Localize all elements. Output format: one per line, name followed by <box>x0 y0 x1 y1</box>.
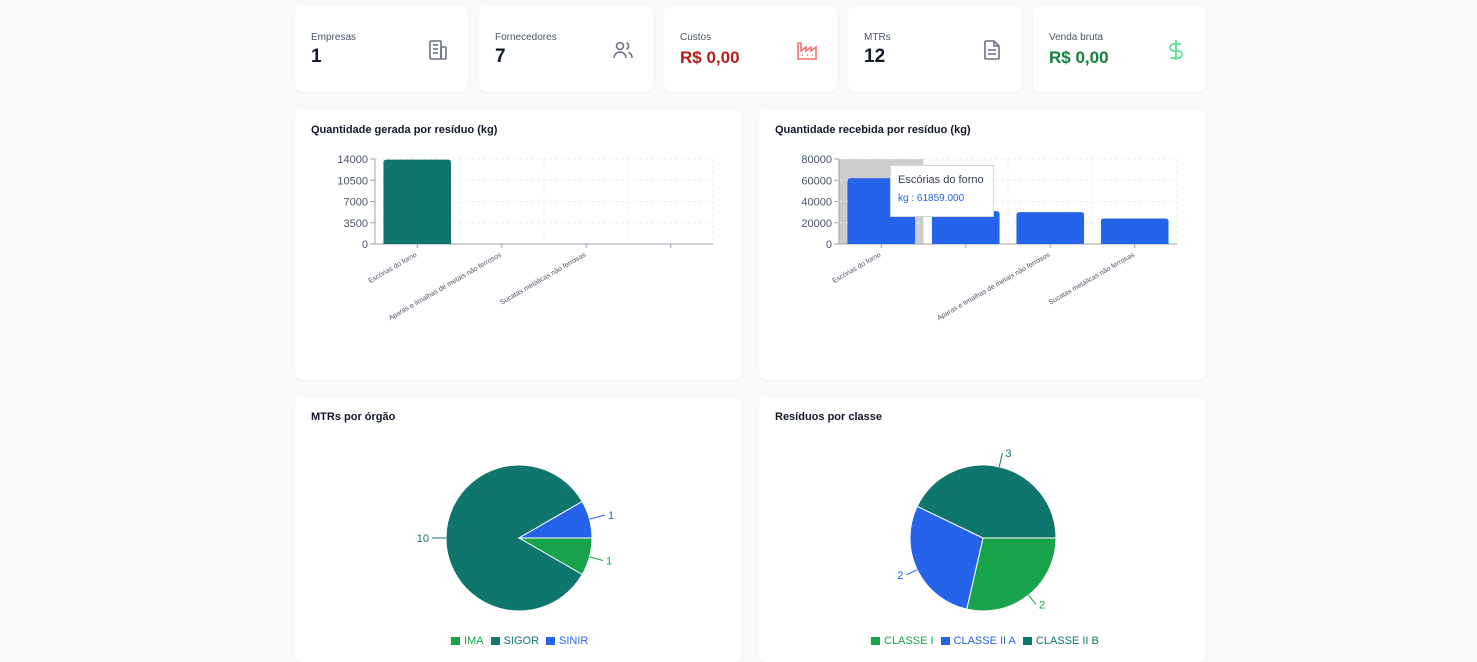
pie-legend: IMA SIGOR SINIR <box>451 635 588 647</box>
stat-label: Venda bruta <box>1049 32 1103 43</box>
legend-item[interactable]: CLASSE I <box>871 635 934 647</box>
x-tick-label: Aparas e limalhas de metais não ferrosos <box>936 251 1051 322</box>
y-tick-label: 3500 <box>344 218 368 230</box>
pie-legend: CLASSE I CLASSE II A CLASSE II B <box>871 635 1099 647</box>
pie-slice <box>966 537 1057 612</box>
legend-swatch <box>871 637 880 645</box>
pie-label-line <box>1028 594 1037 605</box>
x-tick-label: Escórias do forno <box>368 252 419 285</box>
x-tick-label: Sucatas metálicas não ferrosas <box>499 251 588 306</box>
y-tick-label: 7000 <box>344 197 368 209</box>
legend-label: SINIR <box>559 635 589 647</box>
legend-swatch <box>490 637 500 645</box>
bar <box>1016 212 1085 244</box>
stat-card-venda-bruta: Venda bruta R$ 0,00 <box>1033 6 1206 92</box>
y-tick-label: 20000 <box>801 218 832 230</box>
legend-item[interactable]: SIGOR <box>490 635 540 647</box>
mtrs-chart-card: MTRs por órgão 1 10 1 IMA SIGOR SINIR <box>295 397 742 662</box>
stat-label: MTRs <box>864 32 891 43</box>
pie-label-line <box>998 453 1003 467</box>
pie-label: 1 <box>608 510 614 522</box>
pie-label-line <box>589 514 606 520</box>
pie-slice <box>909 505 984 610</box>
pie-label: 2 <box>897 570 903 582</box>
legend-item[interactable]: SINIR <box>546 635 588 647</box>
users-icon <box>613 41 633 59</box>
chart-title: Quantidade recebida por resíduo (kg) <box>775 124 971 136</box>
tooltip-value: kg : 61859.000 <box>898 193 965 204</box>
stat-value: R$ 0,00 <box>680 48 740 67</box>
y-tick-label: 40000 <box>801 197 832 209</box>
legend-swatch <box>546 637 556 645</box>
legend-label: SIGOR <box>503 635 540 647</box>
legend-swatch <box>451 637 460 645</box>
file-text-icon <box>984 40 1000 60</box>
received-chart-card: Quantidade recebida por resíduo (kg) 0 20… <box>759 110 1206 380</box>
y-tick-label: 10500 <box>337 175 368 187</box>
chart-title: Resíduos por classe <box>775 411 882 423</box>
stat-card-custos: Custos R$ 0,00 <box>664 6 837 92</box>
legend-label: CLASSE II B <box>1035 635 1099 647</box>
y-tick-label: 0 <box>826 239 832 251</box>
stat-value: 7 <box>495 46 506 67</box>
building-icon <box>429 40 447 60</box>
legend-item[interactable]: CLASSE II A <box>940 635 1016 647</box>
legend-swatch <box>1022 637 1032 645</box>
x-tick-label: Escórias do forno <box>832 252 883 285</box>
pie-label-line <box>589 556 604 562</box>
received-bar-chart: 0 20000 40000 60000 80000 Escórias do forno Ap… <box>801 154 1178 322</box>
stat-card-empresas: Empresas 1 <box>295 6 468 92</box>
stat-value: 1 <box>311 46 322 67</box>
y-tick-label: 60000 <box>801 175 832 187</box>
pie-label-line <box>906 569 918 576</box>
legend-label: IMA <box>464 635 484 647</box>
stat-value: 12 <box>864 46 886 67</box>
chart-title: Quantidade gerada por resíduo (kg) <box>311 124 498 136</box>
stat-label: Empresas <box>311 32 357 43</box>
generated-chart-card: Quantidade gerada por resíduo (kg) 0 3500… <box>295 110 742 380</box>
legend-swatch <box>940 637 950 645</box>
dollar-icon <box>1169 40 1183 60</box>
y-tick-label: 80000 <box>801 154 832 166</box>
legend-label: CLASSE II A <box>953 635 1016 647</box>
classes-pie-chart: 2 2 3 <box>897 448 1057 612</box>
tooltip-name: Escórias do forno <box>898 174 984 186</box>
stat-label: Fornecedores <box>495 32 557 43</box>
mtrs-pie-chart: 1 10 1 <box>417 464 614 612</box>
stat-label: Custos <box>680 32 712 43</box>
chart-title: MTRs por órgão <box>311 411 396 423</box>
stat-card-mtrs: MTRs 12 <box>848 6 1022 92</box>
legend-item[interactable]: IMA <box>451 635 484 647</box>
chart-tooltip: Escórias do forno kg : 61859.000 <box>890 165 994 217</box>
stat-card-fornecedores: Fornecedores 7 <box>479 6 653 92</box>
pie-slice <box>445 464 583 612</box>
bar <box>931 211 1000 244</box>
pie-label: 1 <box>606 556 612 568</box>
legend-label: CLASSE I <box>884 635 934 647</box>
stat-value: R$ 0,00 <box>1049 48 1109 67</box>
bar <box>1100 218 1169 244</box>
y-tick-label: 0 <box>362 239 368 251</box>
pie-label: 10 <box>417 533 429 545</box>
pie-label: 3 <box>1005 448 1011 460</box>
x-tick-label: Sucatas metálicas não ferrosas <box>1048 251 1137 306</box>
pie-label: 2 <box>1039 599 1045 611</box>
legend-item[interactable]: CLASSE II B <box>1022 635 1099 647</box>
factory-icon <box>797 42 817 60</box>
bar <box>383 159 452 244</box>
y-tick-label: 14000 <box>337 154 368 166</box>
